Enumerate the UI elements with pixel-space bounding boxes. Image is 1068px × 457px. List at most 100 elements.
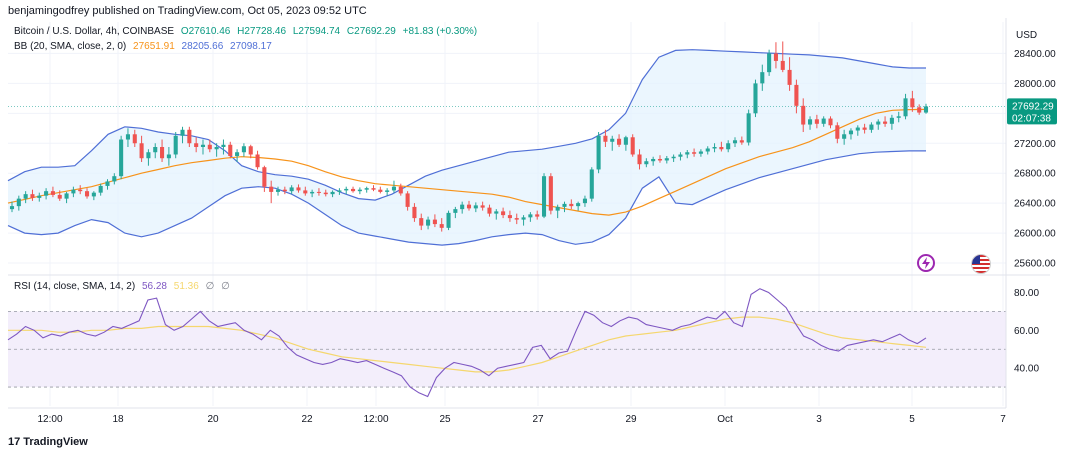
candle-body xyxy=(105,181,110,186)
candle-body xyxy=(419,218,424,226)
candle-body xyxy=(889,117,894,124)
candle-body xyxy=(548,176,553,211)
publish-info: benjamingodfrey published on TradingView… xyxy=(8,5,367,17)
time-tick-label: 25 xyxy=(439,414,451,425)
symbol-label[interactable]: Bitcoin / U.S. Dollar, 4h, COINBASE xyxy=(14,26,175,37)
candle-body xyxy=(726,143,731,150)
candle-body xyxy=(630,137,635,155)
candle-body xyxy=(794,84,799,106)
candle-body xyxy=(426,219,431,226)
candle-body xyxy=(460,204,465,210)
candle-body xyxy=(910,98,915,108)
candle-body xyxy=(466,204,472,209)
time-tick-label: Oct xyxy=(717,414,733,425)
candle-body xyxy=(535,214,540,217)
lightning-glyph xyxy=(922,257,930,269)
candle-body xyxy=(746,113,751,143)
rsi-value: 56.28 xyxy=(141,281,167,292)
lightning-icon[interactable] xyxy=(917,254,935,272)
time-tick-label: 20 xyxy=(207,414,219,425)
time-tick-label: 22 xyxy=(301,414,313,425)
candle-body xyxy=(255,154,260,168)
candle-body xyxy=(664,158,669,161)
candle-body xyxy=(862,127,867,130)
candle-body xyxy=(337,190,342,192)
high-value: H27728.46 xyxy=(237,26,287,37)
candlesticks xyxy=(9,41,929,232)
candle-body xyxy=(671,156,676,159)
candle-body xyxy=(876,121,881,125)
candle-body xyxy=(610,138,615,142)
candle-body xyxy=(98,185,103,193)
rsi-pane xyxy=(7,288,1006,398)
candle-body xyxy=(480,205,485,208)
candle-body xyxy=(432,219,437,225)
tradingview-logo[interactable]: 17 TradingView xyxy=(8,436,88,448)
bb-lower-value: 27098.17 xyxy=(230,41,272,52)
bollinger-bands xyxy=(7,49,1006,246)
candle-body xyxy=(439,224,444,228)
candle-body xyxy=(160,147,165,159)
candle-body xyxy=(494,211,499,214)
rsi-ma-value: 51.36 xyxy=(173,281,199,292)
candle-body xyxy=(698,151,703,154)
candle-body xyxy=(767,53,772,73)
time-tick-label: 7 xyxy=(1000,414,1006,425)
candle-body xyxy=(282,189,287,192)
brand-label: TradingView xyxy=(23,436,88,448)
candle-body xyxy=(739,140,744,143)
rsi-legend: RSI (14, close, SMA, 14, 2) 56.28 51.36 … xyxy=(14,281,234,292)
candle-body xyxy=(316,191,321,193)
candle-body xyxy=(446,212,451,228)
candle-body xyxy=(623,137,628,145)
rsi-label[interactable]: RSI (14, close, SMA, 14, 2) xyxy=(14,281,136,292)
rsi-tick-label: 60.00 xyxy=(1014,326,1039,337)
candle-body xyxy=(180,129,185,136)
candle-body xyxy=(821,118,826,124)
candle-body xyxy=(16,198,21,207)
countdown-label: 02:07:38 xyxy=(1012,113,1051,124)
candle-body xyxy=(125,134,130,140)
candle-body xyxy=(310,191,315,194)
candle-body xyxy=(603,135,608,142)
candle-body xyxy=(275,189,281,192)
price-tick-label: 27200.00 xyxy=(1014,139,1056,150)
candle-body xyxy=(569,203,574,207)
candle-body xyxy=(780,60,785,70)
candle-body xyxy=(221,144,226,147)
time-tick-label: 29 xyxy=(625,414,637,425)
candle-body xyxy=(146,152,151,159)
candle-body xyxy=(712,147,717,149)
low-value: L27594.74 xyxy=(292,26,341,37)
candle-body xyxy=(235,152,240,156)
candle-body xyxy=(644,161,649,165)
candle-body xyxy=(617,138,622,145)
candle-body xyxy=(385,190,390,192)
axes: 25600.00 26000.00 26400.00 26800.00 27200.00… xyxy=(8,18,1057,425)
candle-body xyxy=(166,154,171,159)
us-flag-icon[interactable] xyxy=(971,254,991,274)
bb-basis-value: 27651.91 xyxy=(133,41,175,52)
candle-body xyxy=(296,187,301,191)
candle-body xyxy=(50,191,55,195)
time-tick-label: 12:00 xyxy=(37,414,62,425)
candle-body xyxy=(521,217,526,220)
candle-body xyxy=(84,191,90,197)
candle-body xyxy=(153,147,158,153)
price-scale-currency: USD xyxy=(1016,30,1037,41)
bb-label[interactable]: BB (20, SMA, close, 2, 0) xyxy=(14,41,127,52)
price-tick-label: 26800.00 xyxy=(1014,169,1056,180)
candle-body xyxy=(678,154,683,157)
candle-body xyxy=(405,193,410,207)
candle-body xyxy=(228,144,233,156)
candle-body xyxy=(541,176,547,217)
candle-body xyxy=(692,152,697,154)
candle-body xyxy=(842,134,847,139)
price-tick-label: 26000.00 xyxy=(1014,229,1056,240)
bb-legend: BB (20, SMA, close, 2, 0) 27651.91 28205… xyxy=(14,41,276,52)
candle-body xyxy=(501,211,506,216)
rsi-extra-2: ∅ xyxy=(221,281,230,292)
candle-body xyxy=(132,134,137,144)
time-tick-label: 18 xyxy=(112,414,124,425)
